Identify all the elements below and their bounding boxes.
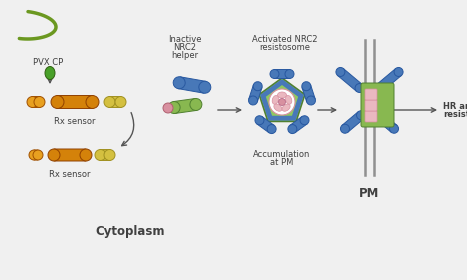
Ellipse shape — [253, 82, 262, 91]
Ellipse shape — [51, 95, 64, 109]
Text: PM: PM — [359, 187, 379, 200]
Text: resistosome: resistosome — [260, 43, 311, 52]
FancyBboxPatch shape — [178, 77, 206, 93]
Circle shape — [269, 89, 295, 115]
Ellipse shape — [86, 95, 99, 109]
FancyBboxPatch shape — [365, 100, 377, 111]
Ellipse shape — [168, 102, 180, 113]
Ellipse shape — [336, 67, 345, 76]
Ellipse shape — [29, 150, 39, 160]
Ellipse shape — [306, 96, 315, 105]
FancyBboxPatch shape — [100, 150, 109, 160]
FancyBboxPatch shape — [57, 95, 92, 109]
Text: Activated NRC2: Activated NRC2 — [252, 35, 318, 44]
FancyBboxPatch shape — [302, 85, 315, 102]
Ellipse shape — [190, 99, 202, 111]
FancyBboxPatch shape — [173, 99, 197, 113]
Text: Accumulation: Accumulation — [253, 150, 311, 159]
FancyBboxPatch shape — [290, 116, 307, 133]
Ellipse shape — [355, 83, 364, 92]
Text: helper: helper — [171, 51, 198, 60]
Ellipse shape — [34, 97, 45, 108]
FancyBboxPatch shape — [342, 112, 364, 132]
Text: NRC2: NRC2 — [174, 43, 197, 52]
Ellipse shape — [104, 97, 115, 108]
Text: Inactive: Inactive — [168, 35, 202, 44]
Text: PVX CP: PVX CP — [33, 58, 63, 67]
Ellipse shape — [255, 116, 264, 125]
FancyBboxPatch shape — [249, 85, 262, 102]
FancyBboxPatch shape — [365, 111, 377, 122]
Ellipse shape — [356, 111, 366, 120]
Ellipse shape — [374, 111, 382, 120]
Ellipse shape — [272, 95, 278, 104]
Ellipse shape — [33, 150, 43, 160]
Ellipse shape — [282, 104, 290, 111]
Ellipse shape — [300, 116, 309, 125]
FancyBboxPatch shape — [365, 89, 377, 100]
Text: HR and disease: HR and disease — [443, 102, 467, 111]
Ellipse shape — [285, 69, 294, 78]
Ellipse shape — [267, 125, 276, 134]
Ellipse shape — [394, 67, 403, 76]
FancyBboxPatch shape — [34, 150, 38, 160]
FancyBboxPatch shape — [338, 69, 362, 92]
Ellipse shape — [389, 124, 398, 133]
Ellipse shape — [277, 92, 286, 98]
FancyBboxPatch shape — [361, 83, 394, 127]
Ellipse shape — [173, 77, 185, 89]
Ellipse shape — [248, 96, 258, 105]
Ellipse shape — [288, 125, 297, 134]
Ellipse shape — [285, 95, 292, 104]
FancyArrowPatch shape — [121, 113, 134, 146]
Ellipse shape — [270, 69, 279, 78]
Text: Cytoplasm: Cytoplasm — [95, 225, 165, 238]
Ellipse shape — [48, 149, 60, 161]
Polygon shape — [259, 78, 305, 122]
FancyBboxPatch shape — [109, 97, 120, 108]
Circle shape — [278, 99, 285, 106]
Ellipse shape — [95, 150, 106, 160]
Ellipse shape — [115, 97, 126, 108]
Ellipse shape — [45, 67, 55, 80]
Ellipse shape — [375, 83, 384, 92]
Text: resistance: resistance — [443, 110, 467, 119]
Ellipse shape — [163, 103, 173, 113]
Text: Rx sensor: Rx sensor — [49, 170, 91, 179]
Ellipse shape — [199, 81, 211, 93]
Ellipse shape — [302, 82, 311, 91]
Ellipse shape — [104, 150, 115, 160]
Ellipse shape — [27, 97, 38, 108]
FancyBboxPatch shape — [275, 69, 290, 78]
Text: Rx sensor: Rx sensor — [54, 117, 96, 126]
FancyBboxPatch shape — [257, 116, 274, 133]
Ellipse shape — [274, 104, 282, 111]
Text: at PM: at PM — [270, 158, 294, 167]
FancyBboxPatch shape — [54, 149, 86, 161]
FancyBboxPatch shape — [375, 112, 397, 132]
Ellipse shape — [80, 149, 92, 161]
FancyBboxPatch shape — [376, 69, 402, 92]
FancyBboxPatch shape — [33, 97, 40, 108]
Ellipse shape — [340, 124, 349, 133]
